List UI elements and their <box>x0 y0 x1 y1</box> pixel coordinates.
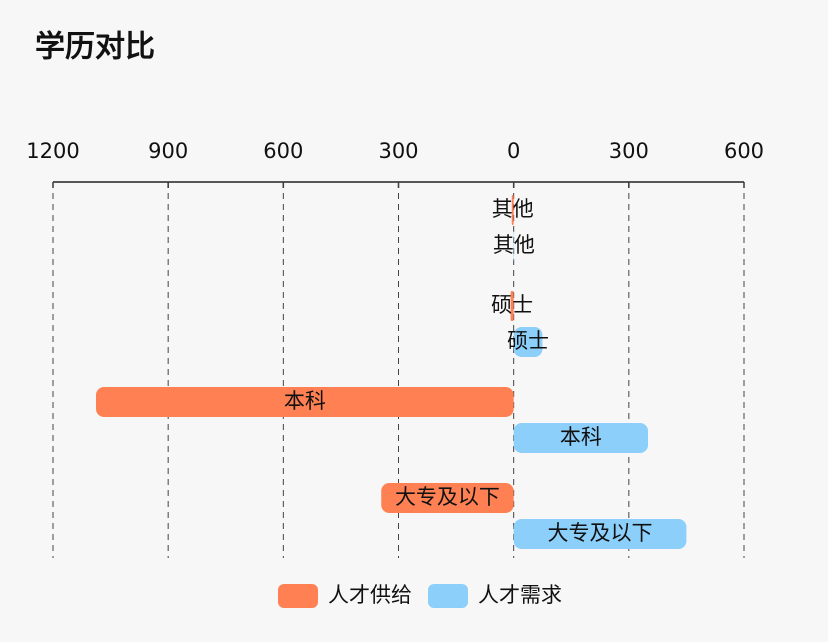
legend-swatch <box>428 584 468 608</box>
x-tick-label: 300 <box>609 139 649 163</box>
legend-label: 人才需求 <box>478 583 562 607</box>
bar-label: 本科 <box>560 425 602 449</box>
bar <box>381 483 514 513</box>
bar <box>513 519 687 549</box>
bar-label: 硕士 <box>507 329 549 353</box>
x-tick-label: 0 <box>507 139 520 163</box>
bar-label: 硕士 <box>491 293 533 317</box>
bar-label: 本科 <box>284 389 326 413</box>
bar <box>95 387 514 417</box>
x-tick-label: 600 <box>263 139 303 163</box>
bar <box>513 423 649 453</box>
x-tick-label: 900 <box>148 139 188 163</box>
bar <box>511 195 514 225</box>
legend-label: 人才供给 <box>328 583 412 607</box>
bar-label: 大专及以下 <box>548 521 653 545</box>
bar-label: 其他 <box>493 233 535 257</box>
x-tick-label: 600 <box>724 139 764 163</box>
bar-label: 其他 <box>492 197 534 221</box>
bar <box>513 327 543 357</box>
bar <box>510 291 514 321</box>
bar-label: 大专及以下 <box>395 485 500 509</box>
chart-title: 学历对比 <box>35 30 155 65</box>
legend-swatch <box>278 584 318 608</box>
x-tick-label: 1200 <box>26 139 79 163</box>
x-tick-label: 300 <box>378 139 418 163</box>
